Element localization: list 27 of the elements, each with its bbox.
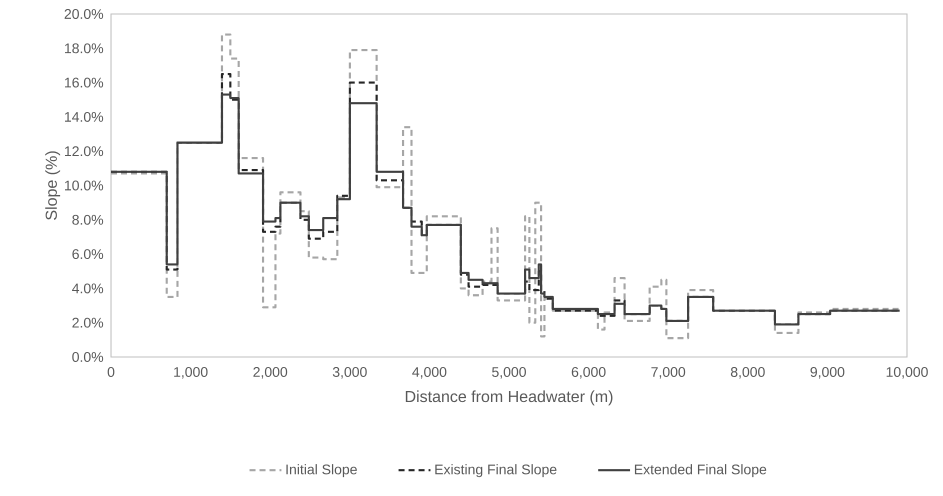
x-tick-label: 8,000 — [730, 367, 765, 379]
x-tick-label: 1,000 — [174, 367, 208, 379]
x-tick-label: 4,000 — [412, 367, 446, 379]
y-axis-title: Slope (%) — [45, 151, 60, 220]
y-tick-label: 20.0% — [64, 9, 104, 19]
y-tick-label: 10.0% — [65, 180, 104, 190]
y-tick-label: 2.0% — [72, 318, 104, 328]
legend-label: Extended Final Slope — [634, 464, 766, 478]
x-tick-label: 5,000 — [492, 367, 526, 379]
y-tick-label: 18.0% — [65, 43, 104, 54]
y-tick-label: 16.0% — [65, 78, 104, 88]
legend-label: Initial Slope — [286, 464, 357, 478]
y-tick-label: 4.0% — [72, 283, 104, 294]
legend-label: Existing Final Slope — [435, 464, 556, 478]
x-tick-label: 2,000 — [253, 367, 288, 379]
x-axis-title: Distance from Headwater (m) — [406, 390, 612, 406]
x-tick-label: 9,000 — [810, 367, 844, 379]
y-tick-label: 8.0% — [72, 214, 104, 225]
x-tick-label: 10,000 — [886, 367, 928, 379]
x-tick-label: 6,000 — [572, 367, 606, 379]
y-tick-label: 0.0% — [72, 352, 104, 362]
x-tick-label: 3,000 — [332, 367, 367, 379]
x-tick-label: 0 — [108, 367, 114, 377]
y-tick-label: 6.0% — [72, 249, 104, 260]
x-tick-label: 7,000 — [651, 367, 686, 379]
y-tick-label: 14.0% — [65, 112, 104, 122]
y-tick-label: 12.0% — [65, 146, 104, 156]
